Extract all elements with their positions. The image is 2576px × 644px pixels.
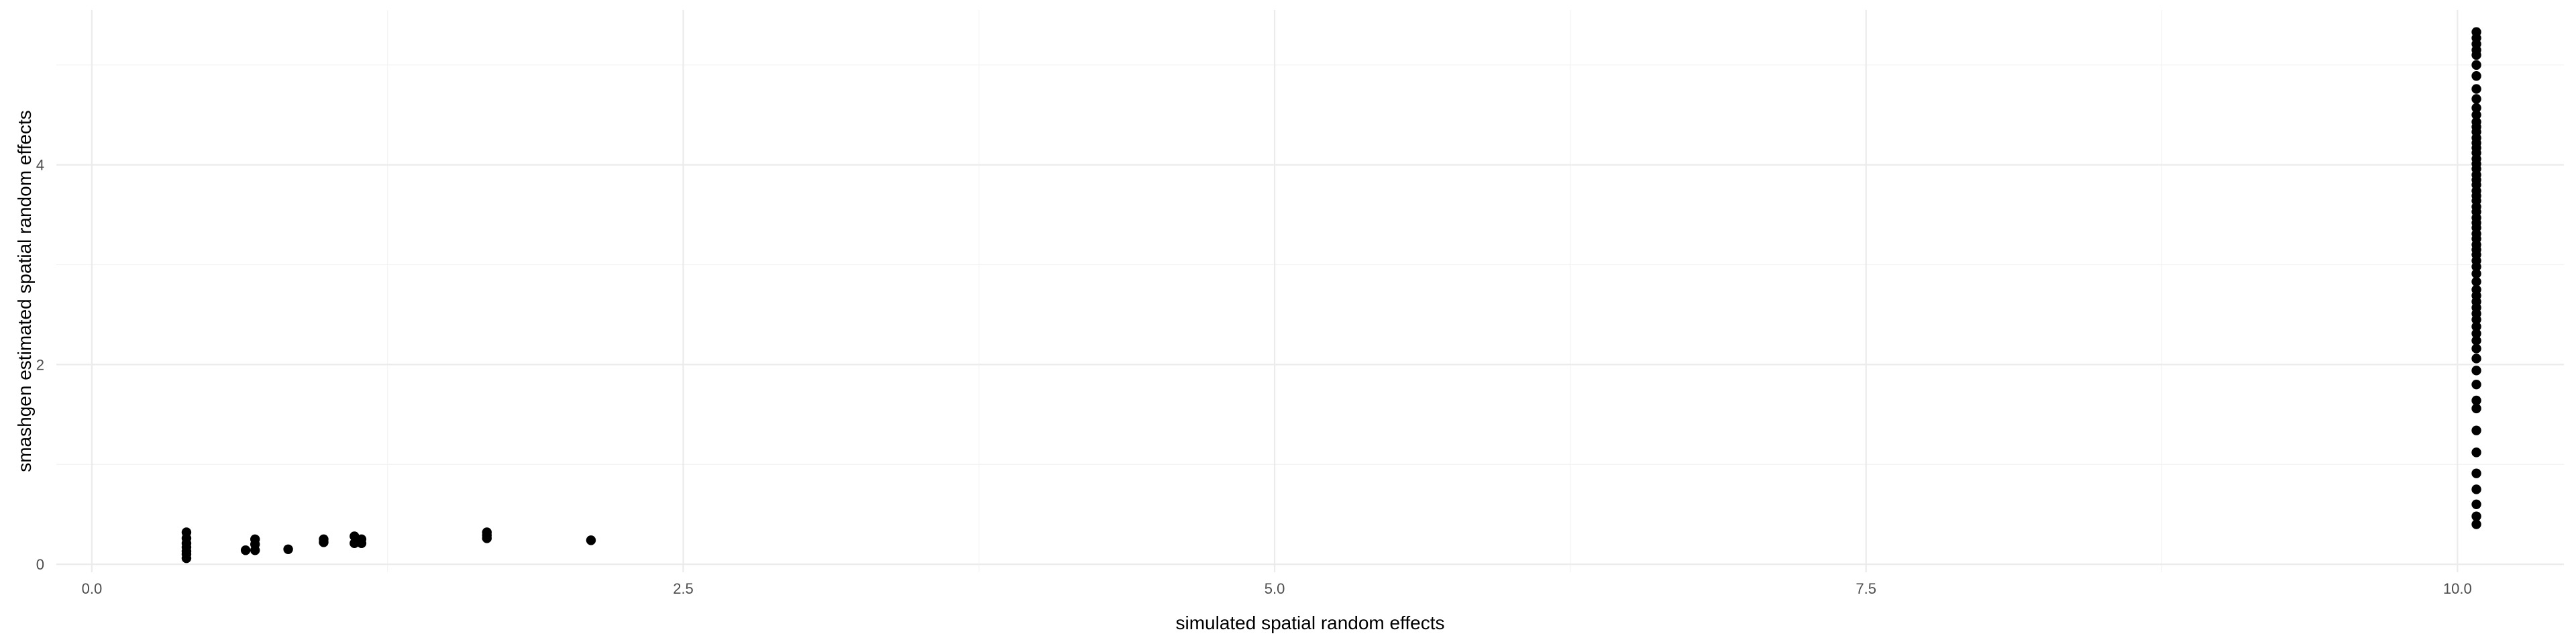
- data-point: [2471, 110, 2481, 120]
- data-point: [2471, 468, 2481, 478]
- data-point: [2471, 50, 2481, 60]
- data-point: [350, 538, 360, 549]
- x-axis-tick-labels: 0.0 2.5 5.0 7.5 10.0: [82, 580, 2472, 597]
- x-axis-title: simulated spatial random effects: [1175, 612, 1444, 633]
- x-tick-label: 7.5: [1856, 580, 1876, 597]
- data-point: [482, 527, 492, 537]
- data-point: [2471, 103, 2481, 113]
- data-point: [2471, 71, 2481, 81]
- data-point: [2471, 335, 2481, 345]
- data-point: [2471, 268, 2481, 279]
- data-point: [2471, 276, 2481, 287]
- data-point: [2471, 366, 2481, 376]
- minor-gridlines: [56, 10, 2564, 572]
- x-tick-label: 5.0: [1265, 580, 1285, 597]
- x-tick-label: 0.0: [82, 580, 103, 597]
- data-point: [2471, 262, 2481, 272]
- data-point: [319, 534, 329, 545]
- y-tick-label: 4: [36, 157, 44, 174]
- major-gridlines: [56, 10, 2564, 572]
- data-point: [283, 544, 293, 554]
- data-point: [2471, 425, 2481, 435]
- data-point: [2471, 395, 2481, 406]
- data-point: [2471, 315, 2481, 325]
- y-axis-tick-labels: 0 2 4: [36, 157, 44, 573]
- data-point: [356, 538, 367, 549]
- data-point: [2471, 354, 2481, 364]
- data-point: [250, 534, 260, 545]
- data-point: [2471, 379, 2481, 390]
- y-tick-label: 2: [36, 356, 44, 373]
- data-point: [240, 545, 251, 555]
- data-point: [2471, 519, 2481, 529]
- data-point: [2471, 84, 2481, 94]
- data-point: [586, 535, 596, 545]
- data-point: [2471, 343, 2481, 354]
- data-point: [2471, 511, 2481, 521]
- data-points: [181, 27, 2481, 564]
- data-point: [2471, 484, 2481, 494]
- data-point: [2471, 403, 2481, 414]
- data-point: [2471, 94, 2481, 104]
- y-tick-label: 0: [36, 556, 44, 573]
- x-tick-label: 2.5: [673, 580, 694, 597]
- data-point: [2471, 447, 2481, 458]
- data-point: [2471, 499, 2481, 509]
- x-tick-label: 10.0: [2443, 580, 2472, 597]
- y-axis-title: smashgen estimated spatial random effect…: [14, 110, 35, 472]
- data-point: [2471, 329, 2481, 339]
- data-point: [2471, 321, 2481, 332]
- data-point: [2471, 60, 2481, 70]
- data-point: [181, 553, 192, 564]
